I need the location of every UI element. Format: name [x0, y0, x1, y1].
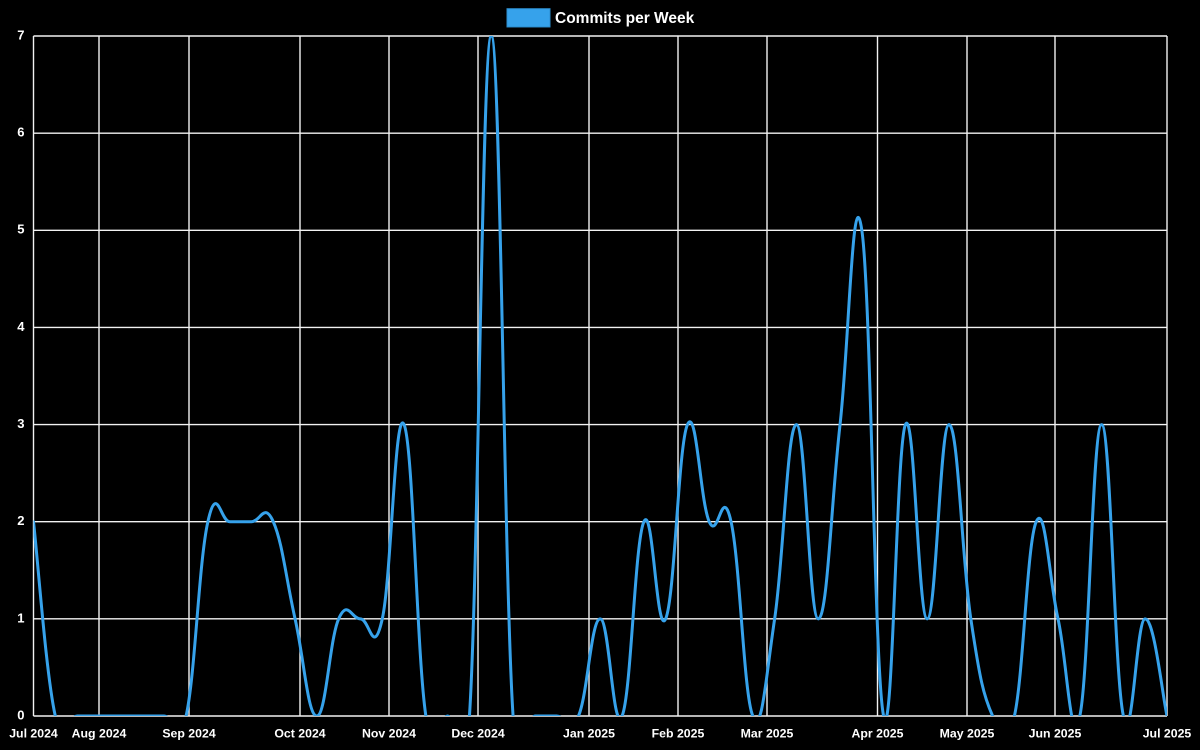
svg-text:0: 0: [17, 707, 24, 722]
svg-text:Nov 2024: Nov 2024: [362, 726, 416, 740]
svg-text:4: 4: [17, 319, 25, 334]
svg-text:1: 1: [17, 610, 24, 625]
svg-text:Feb 2025: Feb 2025: [652, 726, 705, 740]
svg-text:Jan 2025: Jan 2025: [563, 726, 615, 740]
svg-text:6: 6: [17, 125, 24, 140]
svg-text:Dec 2024: Dec 2024: [451, 726, 504, 740]
svg-text:5: 5: [17, 222, 24, 237]
svg-text:Apr 2025: Apr 2025: [852, 726, 904, 740]
svg-text:Oct 2024: Oct 2024: [274, 726, 325, 740]
svg-text:2: 2: [17, 513, 24, 528]
svg-text:Aug 2024: Aug 2024: [72, 726, 127, 740]
svg-text:Jul 2024: Jul 2024: [9, 726, 58, 740]
svg-text:7: 7: [17, 27, 24, 42]
svg-text:Commits per Week: Commits per Week: [555, 10, 695, 27]
svg-text:Jun 2025: Jun 2025: [1029, 726, 1082, 740]
svg-text:Jul 2025: Jul 2025: [1143, 726, 1192, 740]
svg-text:Mar 2025: Mar 2025: [741, 726, 794, 740]
svg-text:Sep 2024: Sep 2024: [162, 726, 215, 740]
svg-text:3: 3: [17, 416, 24, 431]
svg-text:May 2025: May 2025: [940, 726, 995, 740]
